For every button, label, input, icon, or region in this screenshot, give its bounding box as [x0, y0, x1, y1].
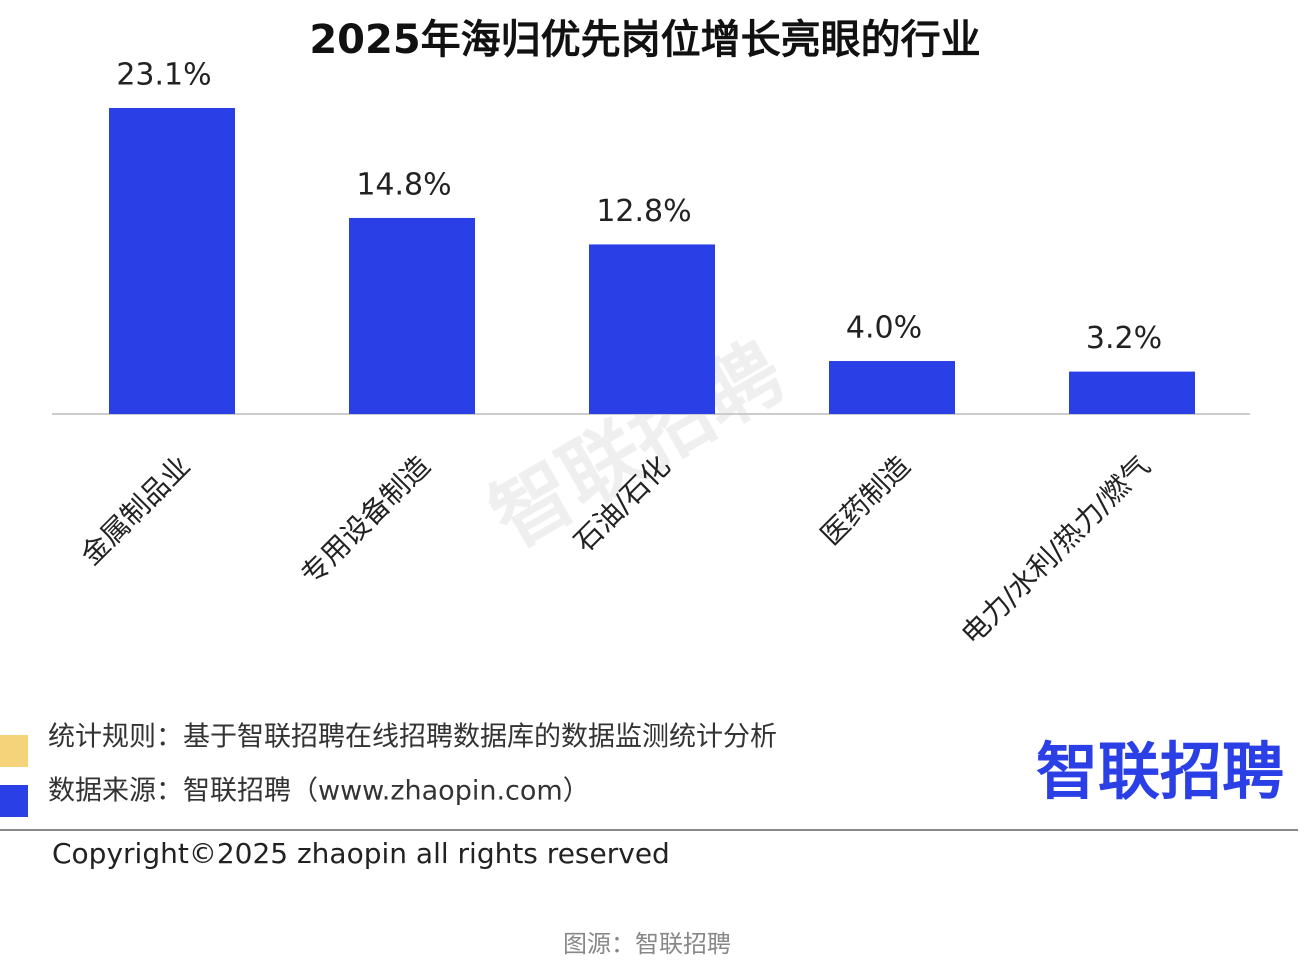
- x-tick-label: 专用设备制造: [294, 449, 436, 591]
- bar: [109, 108, 235, 414]
- bar: [829, 361, 955, 414]
- bar: [349, 217, 475, 414]
- logo: 智联招聘: [1036, 735, 1284, 808]
- x-tick-label: 电力/水利/热力/燃气: [955, 449, 1157, 651]
- note-source: 数据来源：智联招聘（www.zhaopin.com）: [48, 776, 590, 807]
- note-rule: 统计规则：基于智联招聘在线招聘数据库的数据监测统计分析: [48, 722, 777, 753]
- caption: 图源：智联招聘: [563, 930, 731, 958]
- legend-swatch: [0, 785, 28, 817]
- copyright: Copyright©2025 zhaopin all rights reserv…: [52, 837, 670, 870]
- value-label: 4.0%: [846, 311, 922, 346]
- value-label: 3.2%: [1086, 321, 1162, 356]
- value-label: 12.8%: [596, 194, 691, 229]
- x-tick-label: 医药制造: [814, 449, 917, 552]
- x-tick-label: 金属制品业: [74, 449, 196, 571]
- value-label: 14.8%: [356, 167, 451, 202]
- value-label: 23.1%: [116, 58, 211, 93]
- legend-swatch: [0, 735, 28, 767]
- chart-title: 2025年海归优先岗位增长亮眼的行业: [309, 17, 980, 63]
- bar: [589, 244, 715, 414]
- bar: [1069, 371, 1195, 414]
